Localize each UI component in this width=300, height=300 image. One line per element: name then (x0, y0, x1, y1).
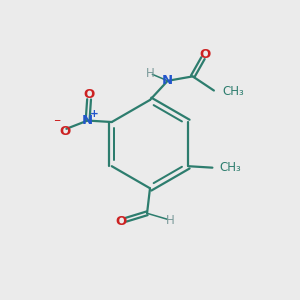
Text: N: N (82, 114, 93, 127)
Text: CH₃: CH₃ (220, 161, 242, 174)
Text: +: + (90, 109, 98, 119)
Text: CH₃: CH₃ (222, 85, 244, 98)
Text: N: N (162, 74, 173, 87)
Text: O: O (83, 88, 95, 101)
Text: O: O (116, 215, 127, 228)
Text: H: H (146, 67, 154, 80)
Text: O: O (59, 125, 70, 138)
Text: ⁻: ⁻ (53, 116, 61, 130)
Text: O: O (200, 48, 211, 61)
Text: H: H (166, 214, 175, 227)
